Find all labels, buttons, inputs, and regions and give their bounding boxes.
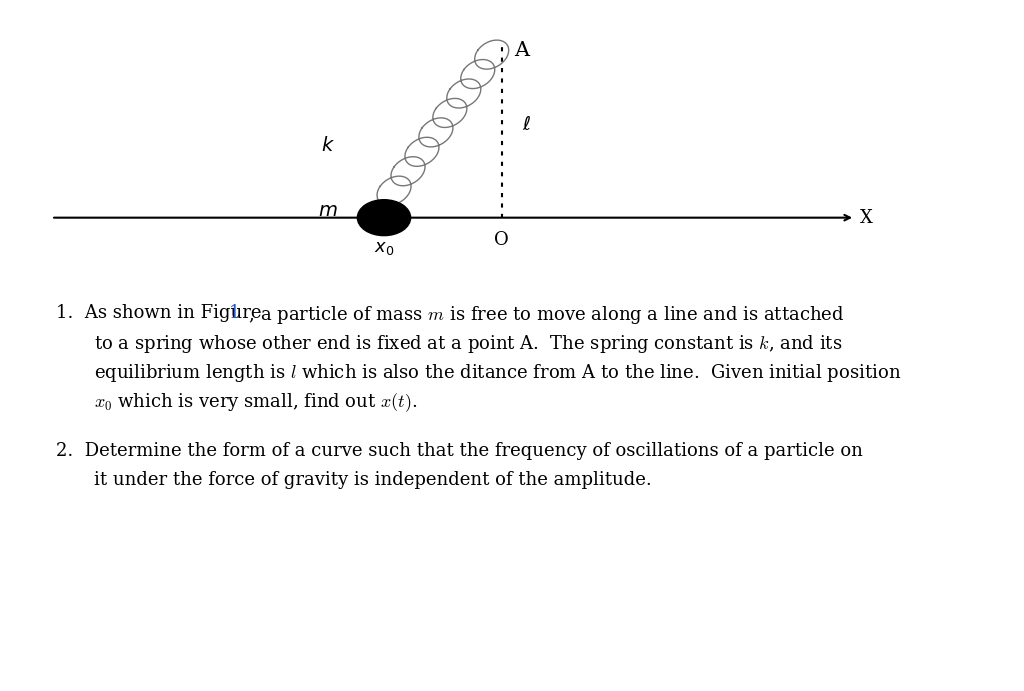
Text: 1.  As shown in Figure: 1. As shown in Figure bbox=[56, 304, 267, 322]
Text: O: O bbox=[495, 231, 509, 249]
Text: to a spring whose other end is fixed at a point A.  The spring constant is $k$, : to a spring whose other end is fixed at … bbox=[94, 333, 843, 355]
Text: 2.  Determine the form of a curve such that the frequency of oscillations of a p: 2. Determine the form of a curve such th… bbox=[56, 442, 863, 460]
Text: $\ell$: $\ell$ bbox=[522, 115, 531, 134]
Circle shape bbox=[357, 200, 411, 236]
Text: , a particle of mass $m$ is free to move along a line and is attached: , a particle of mass $m$ is free to move… bbox=[243, 304, 844, 326]
Text: $m$: $m$ bbox=[318, 201, 338, 220]
Text: equilibrium length is $l$ which is also the ditance from A to the line.  Given i: equilibrium length is $l$ which is also … bbox=[94, 362, 901, 384]
Text: $x_0$: $x_0$ bbox=[374, 239, 394, 257]
Text: X: X bbox=[860, 209, 873, 227]
Text: $k$: $k$ bbox=[321, 135, 335, 155]
Text: 1: 1 bbox=[228, 304, 240, 322]
Text: it under the force of gravity is independent of the amplitude.: it under the force of gravity is indepen… bbox=[94, 471, 652, 489]
Text: A: A bbox=[514, 41, 529, 60]
Text: $x_0$ which is very small, find out $x(t)$.: $x_0$ which is very small, find out $x(t… bbox=[94, 391, 418, 414]
